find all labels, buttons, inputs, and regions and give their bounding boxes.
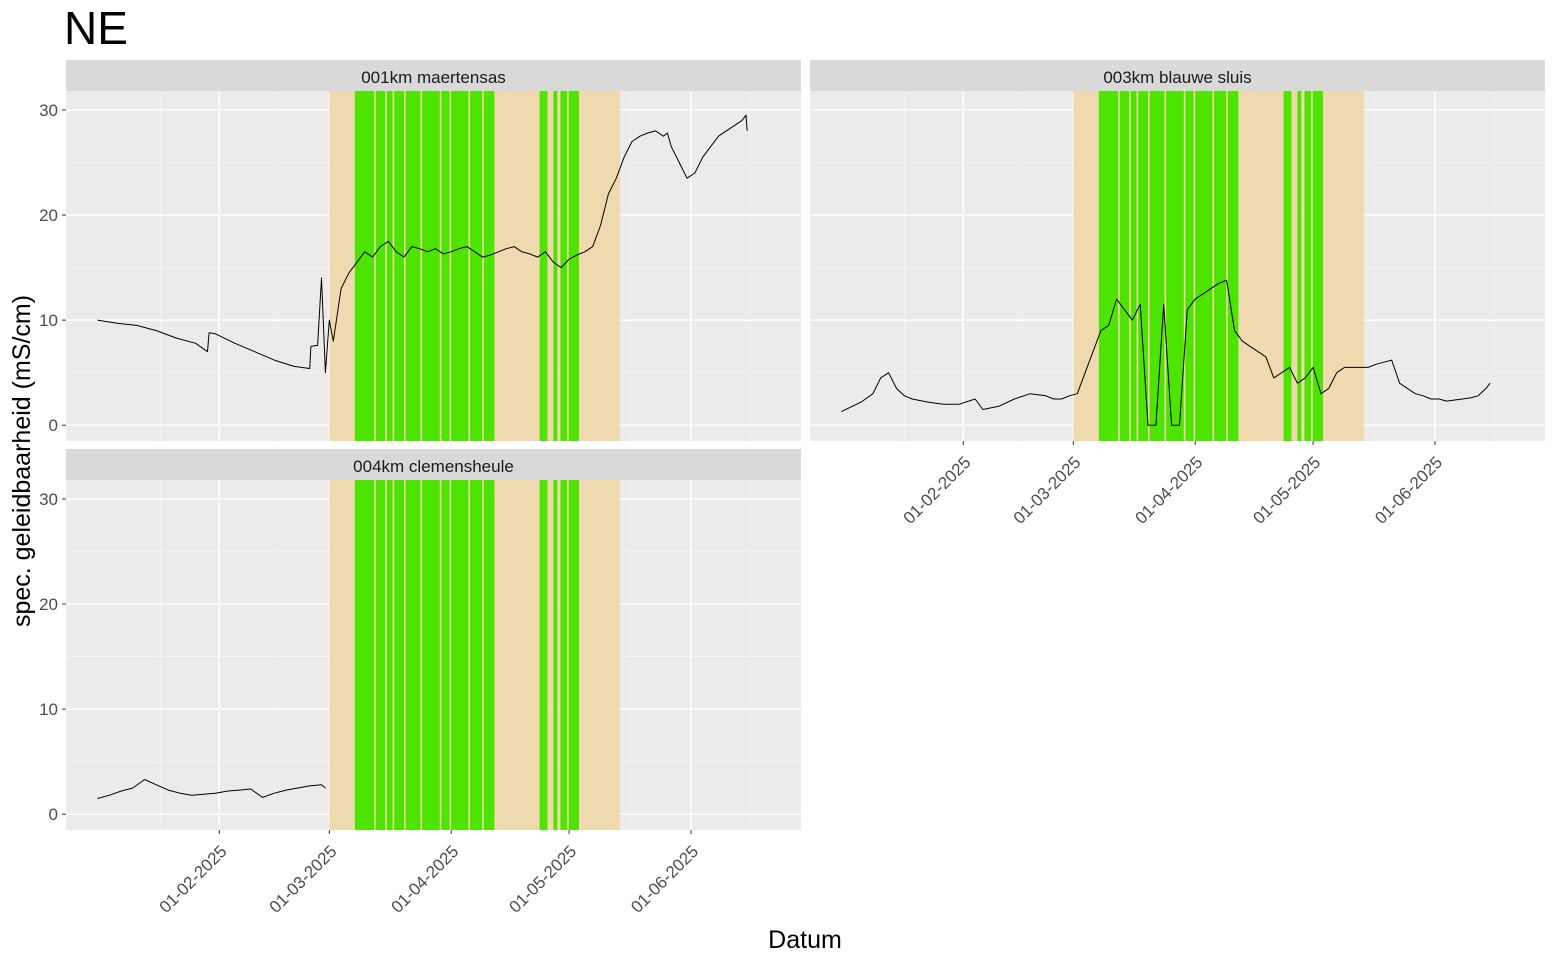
x-tick-label: 01-06-2025 — [1371, 453, 1446, 528]
green-period — [539, 480, 548, 830]
y-tick-label: 10 — [39, 311, 58, 330]
x-tick-label: 01-04-2025 — [387, 842, 462, 917]
panel-strip — [66, 449, 801, 480]
x-tick-label: 01-05-2025 — [505, 842, 580, 917]
panel-strip — [810, 60, 1545, 91]
x-tick-label: 01-04-2025 — [1131, 453, 1206, 528]
panel-0: 001km maertensas 0 10 20 30 — [39, 60, 801, 441]
y-tick-label: 30 — [39, 101, 58, 120]
x-tick-label: 01-03-2025 — [266, 842, 341, 917]
series-line — [841, 279, 1491, 426]
green-period — [560, 91, 579, 441]
green-period — [354, 91, 495, 441]
green-period — [1283, 91, 1292, 441]
y-tick-label: 20 — [39, 206, 58, 225]
panel-1: 003km blauwe sluis 01-02-2025 01-03-2025 01… — [810, 60, 1545, 528]
y-tick-label: 30 — [39, 490, 58, 509]
green-period — [1297, 91, 1302, 441]
y-tick-label: 10 — [39, 700, 58, 719]
green-period — [354, 480, 495, 830]
x-tick-label: 01-02-2025 — [156, 842, 231, 917]
green-period — [539, 91, 548, 441]
y-tick-label: 0 — [49, 805, 58, 824]
panel-strip-label: 003km blauwe sluis — [1103, 68, 1251, 87]
x-tick-label: 01-05-2025 — [1249, 453, 1324, 528]
green-period — [553, 480, 558, 830]
panel-strip-label: 001km maertensas — [361, 68, 506, 87]
series-line — [97, 779, 326, 799]
panel-strip-label: 004km clemensheule — [353, 457, 514, 476]
series-line — [97, 114, 748, 374]
green-period — [560, 480, 579, 830]
y-tick-label: 0 — [49, 416, 58, 435]
x-tick-label: 01-02-2025 — [900, 453, 975, 528]
x-tick-label: 01-06-2025 — [627, 842, 702, 917]
green-period — [1304, 91, 1323, 441]
x-axis-title: Datum — [768, 926, 842, 954]
panel-strip — [66, 60, 801, 91]
green-period — [1098, 91, 1239, 441]
x-tick-label: 01-03-2025 — [1010, 453, 1085, 528]
y-tick-label: 20 — [39, 595, 58, 614]
y-axis-title: spec. geleidbaarheid (mS/cm) — [8, 295, 36, 627]
panel-2: 004km clemensheule 0 10 20 30 01-02-2025 01-03… — [39, 449, 801, 917]
green-period — [553, 91, 558, 441]
page-title: NE — [64, 2, 128, 54]
